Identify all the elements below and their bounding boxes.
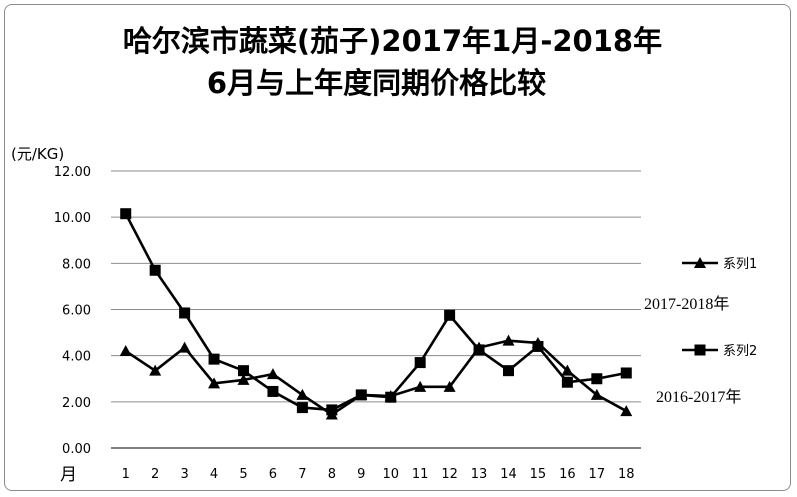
x-tick-label: 16 <box>559 467 576 482</box>
series-2-point <box>532 340 544 352</box>
x-tick-label: 8 <box>328 467 336 482</box>
x-tick-label: 18 <box>618 467 635 482</box>
series-1-line <box>125 339 627 416</box>
x-tick-label: 10 <box>382 467 399 482</box>
x-tick-label: 13 <box>471 467 488 482</box>
chart-title: 哈尔滨市蔬菜(茄子)2017年1月-2018年 <box>122 24 663 58</box>
series-1-period-annotation: 2017-2018年 <box>644 296 730 313</box>
series-1-point <box>208 377 221 389</box>
series-1-point <box>266 368 279 380</box>
series-2-point <box>561 376 573 388</box>
series-2-point <box>120 208 132 220</box>
y-tick-label: 6.00 <box>62 304 91 319</box>
series-1-point <box>590 388 603 400</box>
x-tick-label: 9 <box>357 467 365 482</box>
y-tick-label: 4.00 <box>62 350 91 365</box>
series-2-point <box>473 344 485 356</box>
x-tick-label: 11 <box>412 467 429 482</box>
series-1-point <box>561 364 574 376</box>
y-tick-label: 12.00 <box>54 165 91 180</box>
legend-label: 系列2 <box>723 344 757 359</box>
y-axis-unit-label: (元/KG) <box>11 145 65 163</box>
legend-triangle-marker <box>694 257 706 268</box>
y-tick-label: 2.00 <box>62 396 91 411</box>
x-tick-label: 3 <box>180 467 188 482</box>
x-tick-label: 14 <box>500 467 517 482</box>
series-1-point <box>237 373 250 385</box>
series-2-period-annotation: 2016-2017年 <box>656 389 742 406</box>
x-tick-label: 1 <box>122 467 130 482</box>
y-tick-label: 8.00 <box>62 257 91 272</box>
series-2-point <box>444 309 456 321</box>
series-2-point <box>591 373 603 385</box>
x-tick-label: 5 <box>239 467 247 482</box>
series-2-point <box>208 353 220 365</box>
series-1-point <box>414 380 427 392</box>
series-1-point <box>443 380 456 392</box>
series-2-point <box>385 391 397 403</box>
series-2-line <box>124 213 627 412</box>
chart-frame <box>4 4 791 491</box>
x-tick-label: 17 <box>589 467 606 482</box>
series-2-point <box>355 389 367 401</box>
x-tick-label: 15 <box>530 467 547 482</box>
series-2-point <box>620 367 632 379</box>
series-2-point <box>326 404 338 416</box>
series-2-point <box>296 402 308 414</box>
series-1-point <box>149 364 162 376</box>
x-tick-label: 12 <box>441 467 458 482</box>
chart-subtitle: 6月与上年度同期价格比较 <box>206 66 547 100</box>
x-tick-label: 2 <box>151 467 159 482</box>
series-2-point <box>179 307 191 319</box>
x-tick-label: 7 <box>298 467 306 482</box>
x-axis-label: 月 <box>60 465 77 485</box>
y-tick-label: 0.00 <box>62 442 91 457</box>
series-1-point <box>620 405 633 417</box>
legend-square-marker <box>694 344 706 356</box>
legend-label: 系列1 <box>723 257 757 272</box>
series-2-point <box>503 365 514 377</box>
series-1-point <box>502 334 515 346</box>
series-2-point <box>414 357 426 369</box>
x-tick-label: 4 <box>210 467 218 482</box>
series-1-point <box>178 341 191 353</box>
series-1-point <box>296 388 309 400</box>
series-2-point <box>238 365 249 377</box>
series-1-point <box>119 345 132 357</box>
y-tick-label: 10.00 <box>54 211 91 226</box>
x-tick-label: 6 <box>269 467 277 482</box>
series-2-point <box>149 264 161 276</box>
series-2-point <box>267 385 279 397</box>
